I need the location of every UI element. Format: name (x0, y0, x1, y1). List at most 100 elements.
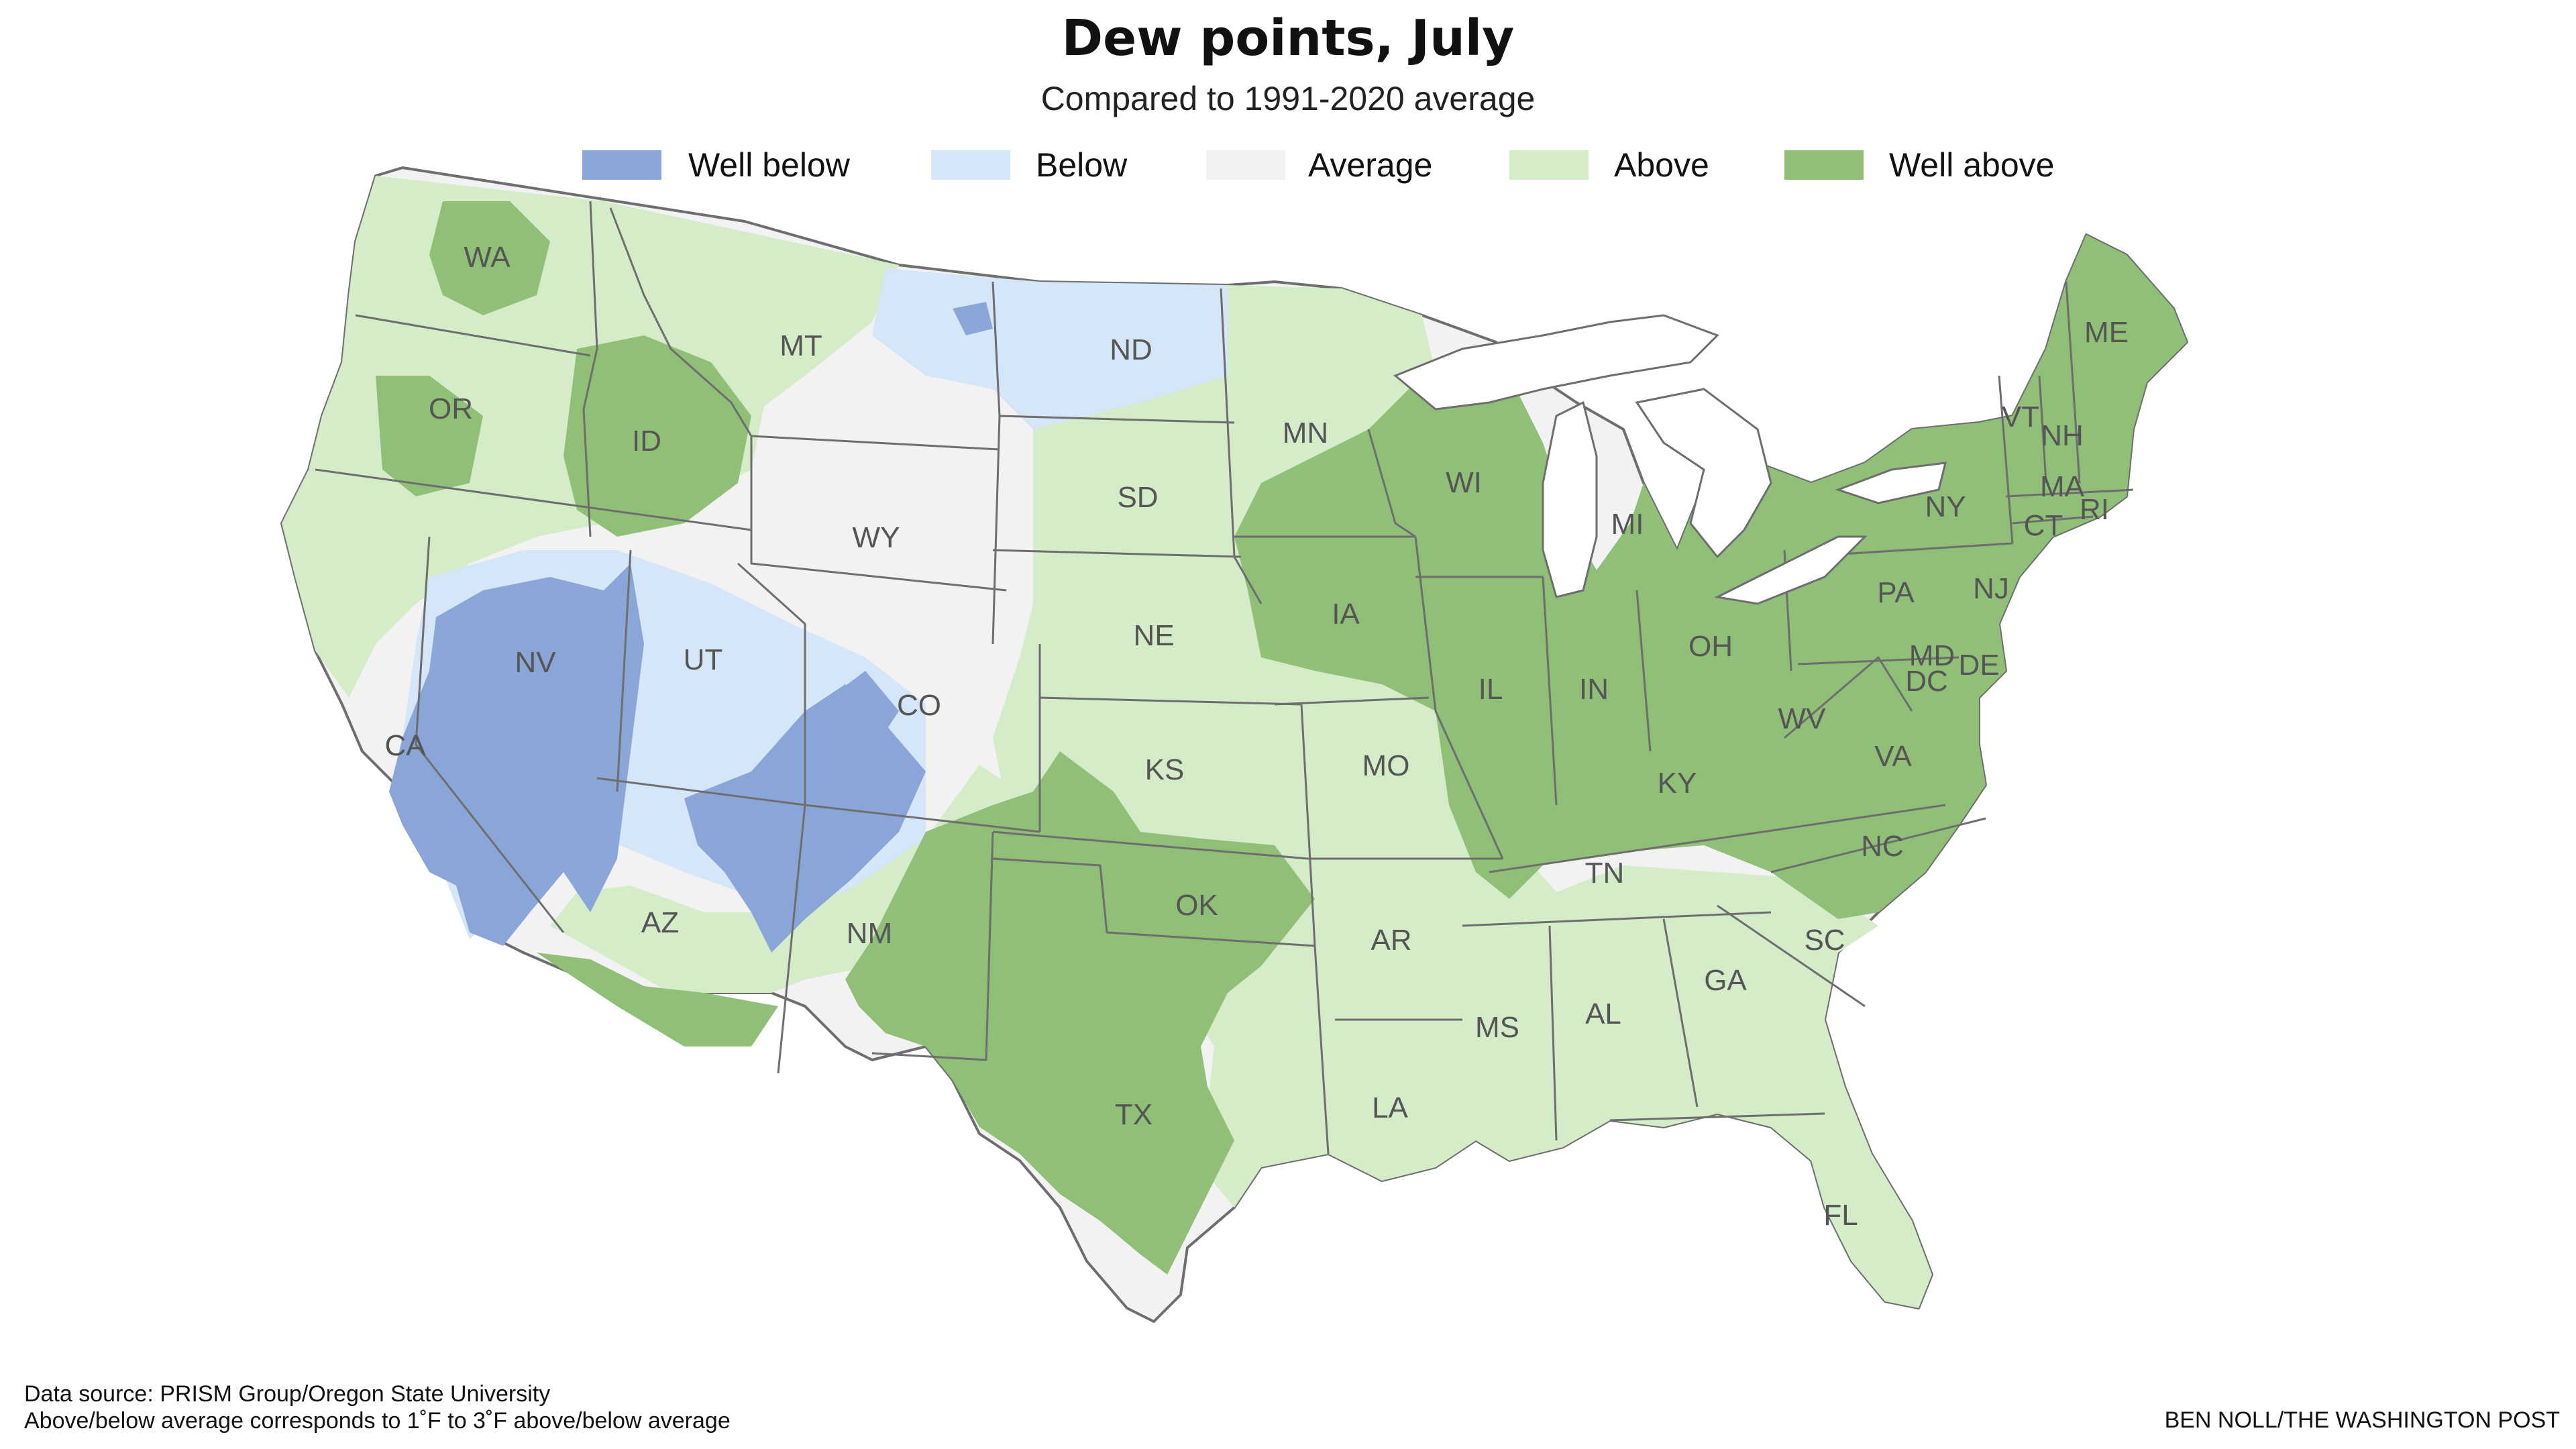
border-ca-nv (415, 536, 565, 933)
border-nc-va (1770, 817, 1986, 873)
state-label-fl: FL (1823, 1199, 1858, 1232)
state-label-mi: MI (1611, 508, 1644, 541)
above-region-montana (604, 201, 899, 416)
state-label-or: OR (429, 392, 473, 425)
state-label-ms: MS (1475, 1011, 1519, 1044)
state-labels: WA OR CA ID NV UT AZ MT WY CO NM ND SD N… (384, 241, 2129, 1232)
state-label-va: VA (1874, 740, 1912, 773)
data-source-note: Data source: PRISM Group/Oregon State Un… (24, 1381, 731, 1434)
well-below-region-nevada (389, 564, 644, 946)
border-in-oh (1635, 590, 1652, 752)
lake-erie (1714, 535, 1868, 605)
state-label-nj: NJ (1973, 572, 2009, 605)
state-label-il: IL (1479, 673, 1503, 706)
state-label-nc: NC (1861, 830, 1904, 863)
border-ut-az (596, 777, 806, 806)
legend-swatch-average (1206, 150, 1285, 180)
border-nv-ut (616, 549, 632, 792)
well-below-regions (389, 302, 993, 953)
state-label-me: ME (2084, 316, 2129, 349)
well-below-region-four-corners (684, 684, 926, 953)
border-sd-ne (992, 549, 1242, 558)
border-ok-tx (992, 857, 1316, 947)
above-region-west (282, 176, 765, 698)
well-above-regions (376, 201, 2187, 1275)
border-id-west (582, 201, 598, 537)
border-mt-wy (751, 435, 1000, 451)
state-label-wi: WI (1446, 466, 1482, 499)
state-label-ky: KY (1658, 767, 1697, 800)
border-mo-east (1300, 704, 1330, 1155)
border-or-ca-nv (315, 468, 752, 531)
state-label-sd: SD (1117, 481, 1158, 514)
state-label-id: ID (632, 425, 661, 458)
border-nd-sd (999, 415, 1235, 424)
state-label-ne: NE (1133, 619, 1174, 652)
state-label-ks: KS (1145, 753, 1185, 786)
border-al-ga (1662, 918, 1699, 1108)
state-label-mo: MO (1362, 749, 1410, 782)
state-label-vt: VT (2002, 400, 2039, 433)
legend-swatch-well-below (582, 150, 661, 180)
credit-line: BEN NOLL/THE WASHINGTON POST (2164, 1407, 2560, 1433)
state-label-wa: WA (464, 241, 511, 274)
state-label-ia: IA (1332, 598, 1360, 631)
state-label-ut: UT (684, 643, 723, 676)
well-below-region-montana-spot (953, 302, 993, 335)
legend-swatch-above (1509, 150, 1589, 180)
border-va-wv (1784, 656, 1913, 739)
state-label-md: MD (1909, 639, 1955, 672)
well-above-region-washington (429, 201, 550, 315)
state-label-la: LA (1372, 1091, 1408, 1124)
border-ma-south (2005, 488, 2134, 498)
border-ny-new-england (1998, 375, 2014, 544)
state-label-wv: WV (1778, 702, 1827, 735)
state-label-mn: MN (1283, 417, 1328, 449)
border-mt-id (609, 207, 753, 437)
state-label-sc: SC (1804, 924, 1845, 957)
state-label-in: IN (1579, 673, 1609, 706)
state-label-nh: NH (2041, 419, 2084, 452)
state-borders (315, 201, 2134, 1155)
state-label-ma: MA (2040, 470, 2085, 503)
state-label-tx: TX (1115, 1098, 1152, 1131)
state-label-az: AZ (641, 906, 679, 939)
well-above-region-east (1234, 235, 2187, 919)
state-label-ok: OK (1175, 889, 1218, 922)
border-pa-md (1797, 656, 1960, 665)
legend-label-well-below: Well below (688, 146, 850, 184)
border-ia-il (1414, 536, 1504, 859)
border-wa-or (355, 314, 591, 357)
border-il-in (1542, 576, 1558, 806)
border-az-nm (777, 804, 806, 1074)
great-lakes (1393, 314, 1947, 605)
state-label-mt: MT (780, 329, 822, 362)
border-ia-mo (1274, 696, 1430, 706)
state-label-co: CO (897, 689, 941, 722)
border-nh-me (2065, 281, 2081, 484)
lake-michigan (1542, 400, 1598, 598)
border-ct-ri (2012, 515, 2094, 525)
border-ne-ks (1039, 696, 1302, 706)
state-label-de: DE (1958, 649, 1999, 682)
border-vt-nh (2038, 375, 2047, 484)
state-label-dc: DC (1905, 665, 1948, 698)
border-ga-sc (1717, 904, 1866, 1008)
legend-label-well-above: Well above (1889, 146, 2055, 184)
border-mt-nd (991, 281, 1001, 417)
well-above-region-arizona-south (537, 953, 778, 1046)
legend-label-average: Average (1308, 146, 1433, 184)
legend-label-below: Below (1036, 146, 1128, 184)
border-ut-co (737, 562, 806, 805)
border-nm-tx (871, 831, 994, 1061)
state-label-wy: WY (853, 521, 900, 554)
state-label-pa: PA (1877, 576, 1915, 609)
map-subtitle: Compared to 1991-2020 average (1040, 80, 1536, 117)
state-label-nv: NV (515, 646, 556, 679)
threshold-note-line: Above/below average corresponds to 1˚F t… (24, 1408, 731, 1434)
border-wi-mn (1367, 429, 1416, 538)
state-label-al: AL (1585, 998, 1621, 1030)
state-label-nm: NM (847, 917, 892, 950)
legend-swatch-below (931, 150, 1010, 180)
well-above-region-oregon (376, 376, 483, 496)
